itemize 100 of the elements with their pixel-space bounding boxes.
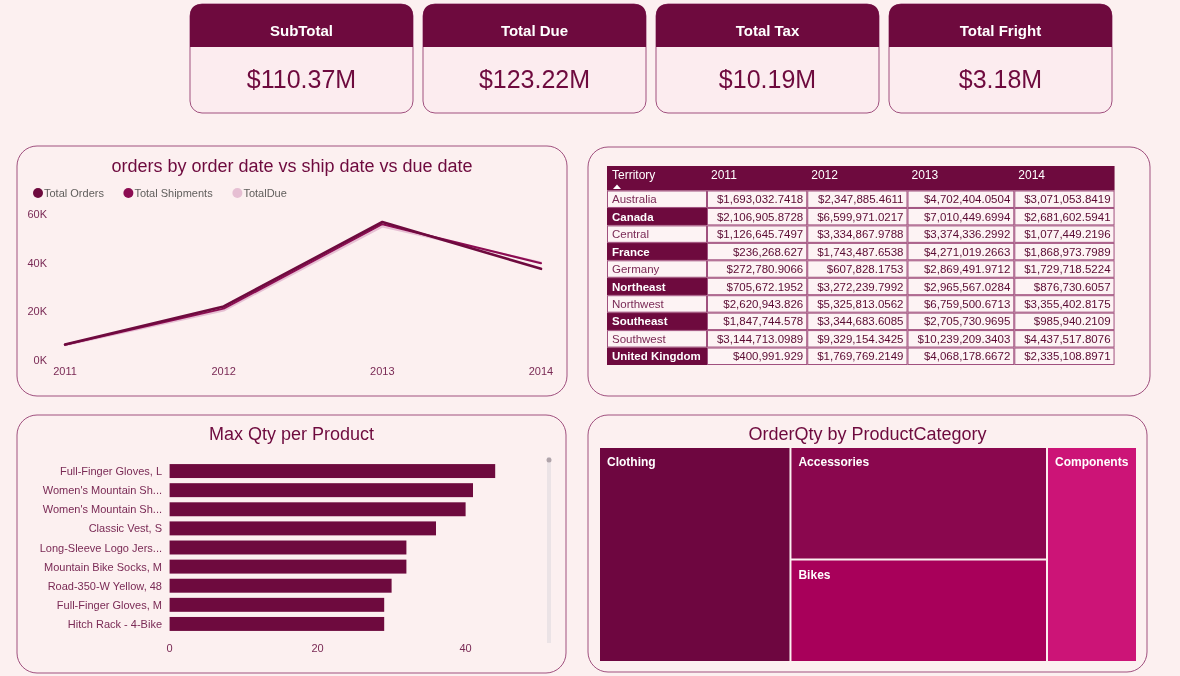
legend-label: Total Orders (44, 187, 105, 199)
data-label: $4,702,404.0504 (923, 193, 1011, 206)
data-label: $2,620,943.826 (723, 298, 804, 310)
category-label: Total Tax (735, 22, 800, 39)
data-label: $4,068,178.6672 (923, 350, 1011, 363)
y-tick-label: Full-Finger Gloves, M (56, 598, 162, 611)
bar (169, 540, 407, 555)
y-tick-label: 60K (27, 208, 48, 220)
y-tick-label: 20K (27, 305, 48, 318)
data-label: $3,334,867.9788 (817, 228, 904, 241)
x-tick-label: 2011 (711, 168, 738, 182)
data-label: $705,672.1952 (726, 280, 804, 293)
data-label: $1,743,487.6538 (817, 245, 904, 258)
text: OrderQty by ProductCategory (748, 424, 987, 444)
bar (169, 616, 385, 631)
data-label: $3,144,713.0989 (716, 332, 804, 345)
bar (169, 483, 473, 498)
data-label: $123.22M (478, 65, 591, 93)
bar (169, 502, 466, 517)
legend-label: Total Shipments (134, 187, 214, 199)
y-tick-label: Central (612, 228, 650, 241)
data-label: $6,759,500.6713 (923, 298, 1011, 310)
data-label: $3,355,402.8175 (1024, 298, 1111, 310)
y-tick-label: Germany (612, 263, 660, 276)
y-tick-label: 40K (27, 256, 48, 269)
data-label: $2,965,567.0284 (923, 280, 1011, 293)
data-label: $1,868,973.7989 (1024, 245, 1111, 258)
legend-label: TotalDue (243, 187, 287, 199)
y-tick-label: Classic Vest, S (88, 522, 162, 535)
y-tick-label: Mountain Bike Socks, M (44, 560, 162, 573)
data-label: $2,869,491.9712 (923, 263, 1011, 276)
y-tick-label: Road-350-W Yellow, 48 (47, 579, 162, 592)
x-tick-label: 0 (166, 642, 173, 654)
x-tick-label: 2011 (53, 365, 77, 377)
chart-title: orders by order date vs ship date vs due date (111, 156, 473, 176)
y-tick-label: United Kingdom (612, 350, 701, 363)
data-label: $110.37M (246, 65, 357, 93)
data-label: $3,272,239.7992 (817, 280, 904, 293)
y-tick-label: Canada (612, 210, 655, 223)
data-label: $272,780.9066 (726, 263, 804, 276)
data-label: $2,347,885.4611 (818, 193, 904, 206)
y-axis-title: Territory (612, 168, 656, 182)
y-tick-label: Long-Sleeve Logo Jers... (39, 541, 162, 554)
y-tick-label: Southwest (612, 332, 667, 345)
x-tick-label: 40 (459, 642, 472, 654)
x-tick-label: 20 (311, 642, 324, 654)
data-label: $400,991.929 (732, 350, 804, 363)
data-label: $2,681,602.5941 (1024, 210, 1111, 223)
y-tick-label: Hitch Rack - 4-Bike (67, 617, 162, 630)
category-label: Components (1054, 455, 1129, 469)
category-label: Clothing (607, 455, 656, 469)
y-tick-label: Australia (612, 193, 658, 206)
data-label: $1,729,718.5224 (1024, 263, 1112, 276)
data-label: $9,329,154.3425 (817, 332, 904, 345)
data-label: $1,769,769.2149 (817, 350, 904, 363)
data-label: $3,344,683.6085 (817, 315, 904, 328)
x-tick-label: 2013 (370, 365, 395, 377)
category-label: Total Due (500, 22, 569, 39)
data-label: $7,010,449.6994 (923, 210, 1011, 223)
data-label: $1,693,032.7418 (716, 193, 804, 206)
data-label: $1,847,744.578 (723, 315, 804, 328)
bar (169, 597, 385, 612)
x-tick-label: 2012 (211, 365, 236, 377)
x-tick-label: 2012 (811, 168, 839, 182)
category-label: SubTotal (269, 22, 334, 39)
y-tick-label: 0K (33, 353, 48, 366)
category-label: Total Fright (959, 22, 1042, 39)
y-tick-label: Women's Mountain Sh... (42, 484, 162, 497)
data-label: $2,705,730.9695 (923, 315, 1011, 328)
bar (169, 464, 496, 479)
x-tick-label: 2014 (528, 365, 554, 377)
x-tick-label: 2014 (1018, 168, 1046, 182)
y-tick-label: Northwest (612, 298, 665, 310)
category-label: Accessories (798, 455, 870, 469)
bar (169, 559, 407, 574)
data-label: $2,335,108.8971 (1024, 350, 1111, 363)
y-tick-label: France (612, 245, 650, 258)
data-label: $3,071,053.8419 (1024, 193, 1111, 206)
y-tick-label: Women's Mountain Sh... (42, 503, 162, 516)
data-label: $10,239,209.3403 (917, 332, 1011, 345)
category-label: Bikes (798, 567, 831, 582)
data-label: $3.18M (958, 65, 1043, 93)
data-label: $2,106,905.8728 (716, 210, 804, 223)
data-label: $607,828.1753 (826, 263, 904, 276)
y-tick-label: Northeast (612, 280, 666, 293)
y-tick-label: Full-Finger Gloves, L (59, 465, 162, 478)
x-tick-label: 2013 (911, 168, 939, 182)
data-label: $6,599,971.0217 (817, 210, 904, 223)
data-label: $4,271,019.2663 (923, 245, 1011, 258)
data-label: $1,126,645.7497 (716, 228, 804, 241)
bar (169, 578, 392, 593)
data-label: $236,268.627 (732, 245, 804, 258)
data-label: $10.19M (718, 65, 817, 93)
data-label: $876,730.6057 (1033, 280, 1111, 293)
data-label: $1,077,449.2196 (1024, 228, 1111, 241)
chart-title: Max Qty per Product (208, 424, 375, 444)
data-label: $985,940.2109 (1033, 315, 1111, 328)
data-label: $4,437,517.8076 (1024, 332, 1111, 345)
y-tick-label: Southeast (612, 315, 668, 328)
data-label: $3,374,336.2992 (923, 228, 1011, 241)
